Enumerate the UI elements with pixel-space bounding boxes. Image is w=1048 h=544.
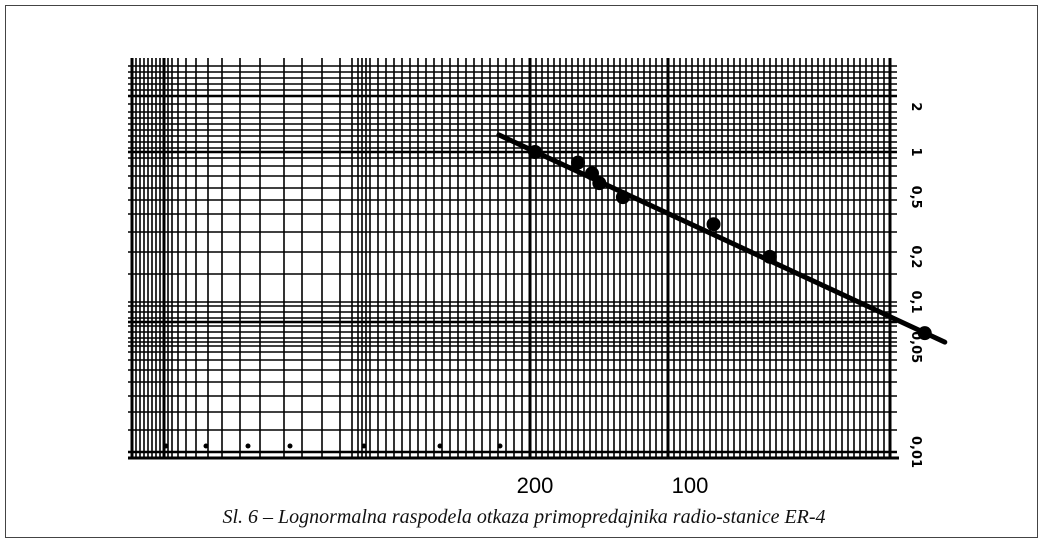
plot-grid <box>128 58 899 460</box>
data-point <box>571 155 586 170</box>
data-point <box>528 145 542 159</box>
lognormal-plot: 2 1 0,5 0,2 0,1 0,05 0,01 200 100 <box>128 58 948 498</box>
y-tick-label: 0,01 <box>908 436 923 468</box>
grid-tick-mark <box>361 443 367 449</box>
grid-tick-mark <box>287 443 293 449</box>
figure-frame <box>5 5 1038 538</box>
x-tick-label: 200 <box>517 473 554 498</box>
data-point <box>917 326 932 341</box>
y-tick-label: 0,5 <box>908 186 923 209</box>
data-point <box>592 176 607 191</box>
y-tick-label: 2 <box>908 102 923 111</box>
data-point <box>615 190 630 205</box>
grid-tick-mark <box>497 443 503 449</box>
grid-tick-mark <box>245 443 251 449</box>
grid-tick-mark <box>163 443 169 449</box>
y-tick-label: 0,05 <box>908 331 923 363</box>
fit-line <box>496 132 948 345</box>
data-point <box>762 249 777 264</box>
grid-tick-mark <box>203 443 209 449</box>
y-tick-labels: 2 1 0,5 0,2 0,1 0,05 0,01 <box>908 102 923 468</box>
grid-tick-mark <box>437 443 443 449</box>
data-point <box>706 217 721 232</box>
x-tick-label: 100 <box>672 473 709 498</box>
y-tick-label: 1 <box>908 147 923 156</box>
data-point <box>584 166 599 181</box>
y-tick-label: 0,1 <box>908 290 923 313</box>
figure-caption: Sl. 6 – Lognormalna raspodela otkaza pri… <box>222 506 826 528</box>
y-tick-label: 0,2 <box>908 245 923 268</box>
x-tick-labels: 200 100 <box>517 473 709 498</box>
plot-series <box>496 132 948 345</box>
